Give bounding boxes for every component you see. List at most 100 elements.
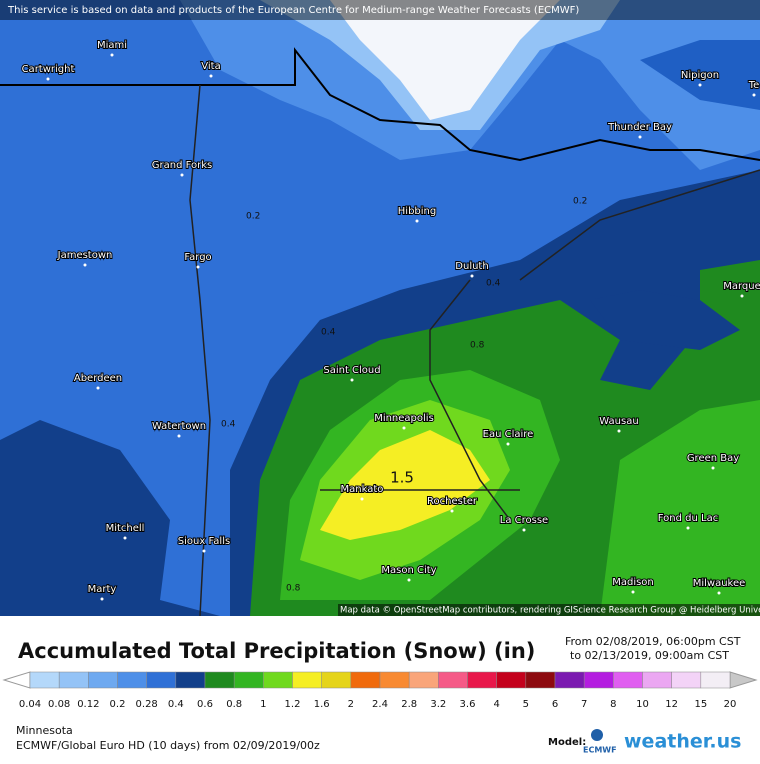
max-label: 1.5 (390, 469, 414, 487)
field (590, 290, 740, 350)
city-dot (209, 74, 213, 78)
color-cell (88, 671, 118, 689)
color-cell (700, 671, 731, 689)
border (0, 47, 760, 162)
legend-title: Accumulated Total Precipitation (Snow) (… (18, 639, 535, 663)
color-cell (350, 671, 381, 689)
city-label: Marque (723, 281, 760, 292)
legend-tick: 8 (610, 699, 616, 710)
city-label: Duluth (455, 261, 488, 272)
city-dot (123, 536, 127, 540)
city-dot (202, 549, 206, 553)
color-cell (321, 671, 352, 689)
attribution: Map data © OpenStreetMap contributors, r… (340, 606, 760, 616)
city-dot (740, 294, 744, 298)
city-labels: Miami Cartwright Vita Nipigon Te Thunder Bay G… (21, 39, 760, 601)
city-label: Madison (612, 577, 654, 588)
brand: weather.us (624, 731, 741, 753)
color-cell (58, 671, 89, 689)
map: This service is based on data and produc… (0, 0, 760, 617)
legend-tick: 12 (665, 699, 678, 710)
legend-tick: 0.4 (168, 699, 184, 710)
city-label: Eau Claire (483, 429, 534, 440)
legend-tick: 1.6 (314, 699, 330, 710)
city-dot (470, 274, 474, 278)
city-label: Marty (88, 584, 117, 595)
city-dot (698, 83, 702, 87)
from-date: From 02/08/2019, 06:00pm CST (565, 635, 741, 648)
model-run: ECMWF/Global Euro HD (10 days) from 02/0… (16, 739, 320, 752)
city-dot (450, 509, 454, 513)
logo-icon (591, 729, 603, 741)
city-dot (96, 386, 100, 390)
city-label: Wausau (599, 416, 638, 427)
color-cell (467, 671, 497, 689)
city-dot (617, 429, 621, 433)
color-cell (29, 671, 60, 689)
legend-tick: 0.28 (136, 699, 158, 710)
city-label: Te (748, 80, 760, 91)
city-dot (46, 77, 50, 81)
model-label: Model: (548, 737, 586, 748)
color-cell (671, 671, 702, 689)
legend-tick: 2.4 (372, 699, 388, 710)
color-cell (146, 671, 177, 689)
city-label: Fond du Lac (658, 513, 718, 524)
legend-tick: 1.2 (285, 699, 301, 710)
city-dot (686, 526, 690, 530)
legend-tick: 0.2 (110, 699, 126, 710)
contour-label: 0.4 (321, 328, 336, 338)
legend-tick: 2.8 (401, 699, 417, 710)
city-label: Jamestown (57, 250, 113, 261)
contour-label: 0.4 (221, 420, 236, 430)
legend-tick: 7 (581, 699, 587, 710)
color-cell (583, 671, 614, 689)
city-label: Cartwright (22, 64, 75, 75)
city-dot (415, 219, 419, 223)
city-label: Minneapolis (374, 413, 434, 424)
city-dot (360, 497, 364, 501)
contour-label: 0.2 (573, 197, 587, 207)
legend-tick: 0.08 (48, 699, 70, 710)
legend-tick: 20 (724, 699, 737, 710)
legend-tick: 1 (260, 699, 266, 710)
to-date: to 02/13/2019, 09:00am CST (570, 649, 729, 662)
contour-label: 0.2 (246, 212, 260, 222)
city-label: Nipigon (681, 70, 719, 81)
city-label: Grand Forks (152, 160, 212, 171)
city-label: Fargo (184, 252, 211, 263)
city-dot (752, 93, 756, 97)
city-label: Aberdeen (74, 373, 122, 384)
city-dot (638, 135, 642, 139)
city-label: Milwaukee (693, 578, 746, 589)
legend-tick: 10 (636, 699, 649, 710)
city-label: Rochester (427, 496, 478, 507)
city-label: Green Bay (687, 453, 739, 464)
city-dot (196, 265, 200, 269)
city-label: Mankato (341, 484, 384, 495)
colorbar: 0.04 0.08 0.12 0.2 0.28 0.4 0.6 0.8 1 1.2 1.6 2 2.4 2… (19, 671, 737, 710)
city-dot (180, 173, 184, 177)
legend-tick: 5 (523, 699, 529, 710)
city-label: Mason City (381, 565, 436, 576)
color-cell (292, 671, 322, 689)
color-cell (525, 671, 556, 689)
city-label: Hibbing (398, 206, 436, 217)
city-label: Miami (97, 40, 127, 51)
footer: Minnesota ECMWF/Global Euro HD (10 days)… (16, 724, 741, 755)
legend-tick: 6 (552, 699, 558, 710)
attribution-bg (338, 604, 760, 616)
legend-tick: 0.6 (197, 699, 213, 710)
legend-tick: 0.04 (19, 699, 41, 710)
city-label: Sioux Falls (178, 536, 230, 547)
color-cell (408, 671, 439, 689)
legend-tick: 15 (694, 699, 707, 710)
color-cell (204, 671, 235, 689)
color-cell (379, 671, 410, 689)
border (189, 84, 760, 617)
city-dot (506, 442, 510, 446)
field (0, 420, 220, 616)
contour-label: 0.8 (470, 341, 485, 351)
city-dot (631, 590, 635, 594)
city-label: Saint Cloud (323, 365, 380, 376)
